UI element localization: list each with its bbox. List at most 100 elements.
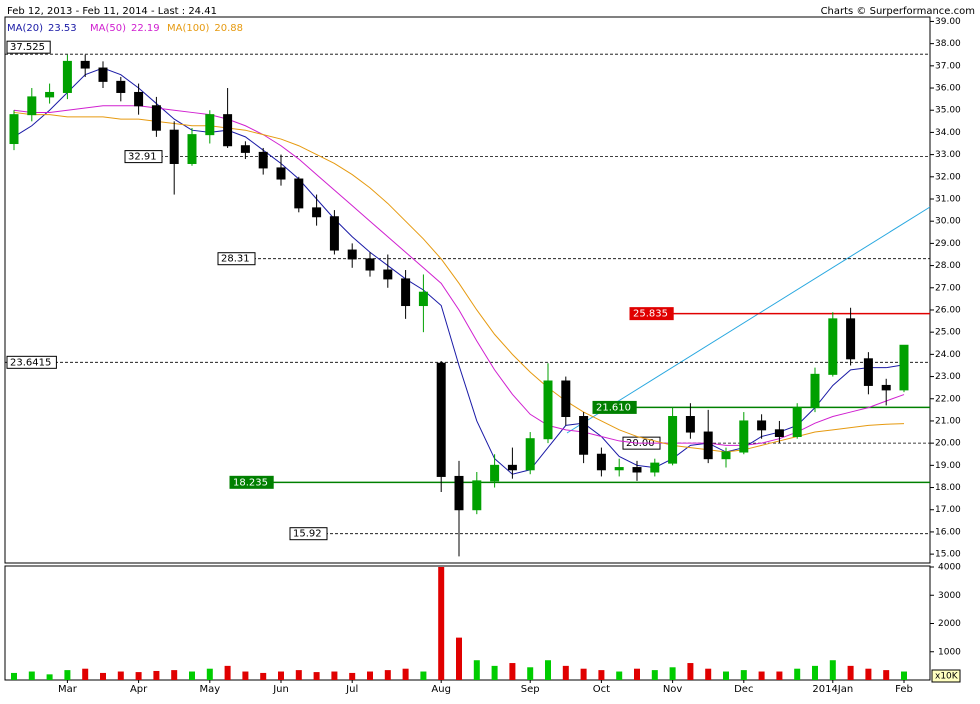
level-box xyxy=(289,527,328,541)
y-tick-label: 30.00 xyxy=(935,217,961,227)
candle-body xyxy=(187,134,197,164)
chart-title: Feb 12, 2013 - Feb 11, 2014 - Last : 24.… xyxy=(7,6,217,17)
volume-bar xyxy=(384,670,391,680)
candle-body xyxy=(863,358,873,386)
candle-body xyxy=(828,318,838,375)
volume-bar xyxy=(527,667,534,680)
candle-body xyxy=(703,431,713,460)
candle-body xyxy=(383,269,393,280)
y-tick-label: 39.00 xyxy=(935,17,961,27)
y-tick-label: 23.00 xyxy=(935,372,961,382)
candle-body xyxy=(45,91,55,98)
volume-bar xyxy=(331,671,338,680)
v-tick-label: 1000 xyxy=(938,647,961,657)
candle-body xyxy=(810,373,820,409)
volume-bar xyxy=(260,672,267,680)
volume-bar xyxy=(687,663,694,680)
v-tick-label: 4000 xyxy=(938,563,961,573)
volume-bar xyxy=(242,671,249,680)
volume-bar xyxy=(616,671,623,680)
y-tick-label: 16.00 xyxy=(935,527,961,537)
volume-bar xyxy=(634,668,640,680)
volume-bar xyxy=(82,668,89,680)
candle-body xyxy=(721,451,731,460)
volume-bar xyxy=(740,670,747,680)
candle-body xyxy=(205,114,215,136)
level-label: 18.235 xyxy=(233,477,268,488)
candle-body xyxy=(739,420,749,453)
candle-body xyxy=(401,278,411,307)
legend-name: MA(20) xyxy=(7,23,43,34)
candle-body xyxy=(329,216,339,251)
y-tick-label: 27.00 xyxy=(935,283,961,293)
volume-bar xyxy=(580,668,587,680)
candle-body xyxy=(151,105,161,131)
y-tick-label: 37.00 xyxy=(935,61,961,71)
volume-pane xyxy=(4,565,931,681)
candle-body xyxy=(98,67,108,82)
legend-name: MA(100) xyxy=(167,23,209,34)
ma-line xyxy=(13,105,905,446)
volume-unit: x10K xyxy=(935,672,959,682)
candle-body xyxy=(774,429,784,437)
level-label: 23.6415 xyxy=(10,357,51,368)
candle-body xyxy=(685,416,695,433)
x-tick-label: Jul xyxy=(345,684,358,695)
volume-bar xyxy=(545,660,551,680)
volume-bar xyxy=(651,670,658,680)
x-tick-label: Nov xyxy=(663,684,683,695)
x-tick-label: Mar xyxy=(58,684,78,695)
legend-value: 22.19 xyxy=(131,23,160,34)
volume-bar xyxy=(28,671,35,680)
volume-bar xyxy=(776,671,783,680)
y-tick-label: 33.00 xyxy=(935,150,961,160)
y-tick-label: 29.00 xyxy=(935,239,961,249)
volume-bar xyxy=(456,637,462,680)
x-tick-label: Oct xyxy=(593,684,610,695)
trend-line xyxy=(566,206,931,434)
candle-body xyxy=(276,167,286,180)
candle-body xyxy=(757,420,767,431)
v-tick-label: 3000 xyxy=(938,591,961,601)
volume-bar xyxy=(509,663,516,680)
x-tick-label: Aug xyxy=(431,684,451,695)
y-tick-label: 19.00 xyxy=(935,461,961,471)
level-label: 28.31 xyxy=(221,254,250,265)
candle-body xyxy=(80,60,90,69)
volume-bar xyxy=(313,672,320,680)
y-tick-label: 22.00 xyxy=(935,394,961,404)
x-tick-label: Apr xyxy=(130,684,148,695)
volume-bar xyxy=(295,670,302,680)
candle-body xyxy=(792,407,802,437)
y-tick-label: 17.00 xyxy=(935,505,961,515)
y-tick-label: 25.00 xyxy=(935,328,961,338)
x-tick-label: May xyxy=(199,684,220,695)
level-box xyxy=(629,307,674,321)
legend-name: MA(50) xyxy=(90,23,126,34)
candle-body xyxy=(365,258,375,271)
candle-body xyxy=(579,416,589,455)
volume-bar xyxy=(794,668,801,680)
v-tick-label: 2000 xyxy=(938,619,961,629)
y-tick-label: 15.00 xyxy=(935,550,961,560)
level-label: 21.610 xyxy=(596,402,631,413)
y-tick-label: 35.00 xyxy=(935,106,961,116)
y-tick-label: 24.00 xyxy=(935,350,961,360)
volume-bar xyxy=(473,660,480,680)
y-tick-label: 38.00 xyxy=(935,39,961,49)
y-tick-label: 26.00 xyxy=(935,305,961,315)
volume-bar xyxy=(812,665,818,680)
volume-bar xyxy=(865,668,872,680)
x-tick-label: Jun xyxy=(272,684,289,695)
candle-body xyxy=(668,416,678,464)
level-box xyxy=(229,475,274,489)
x-tick-label: Sep xyxy=(521,684,540,695)
candle-body xyxy=(614,467,624,471)
volume-bar xyxy=(829,660,836,680)
legend-value: 20.88 xyxy=(214,23,243,34)
volume-bar xyxy=(420,671,427,680)
candle-body xyxy=(596,453,606,471)
volume-bar xyxy=(349,672,356,680)
x-tick-label: 2014Jan xyxy=(812,684,853,695)
